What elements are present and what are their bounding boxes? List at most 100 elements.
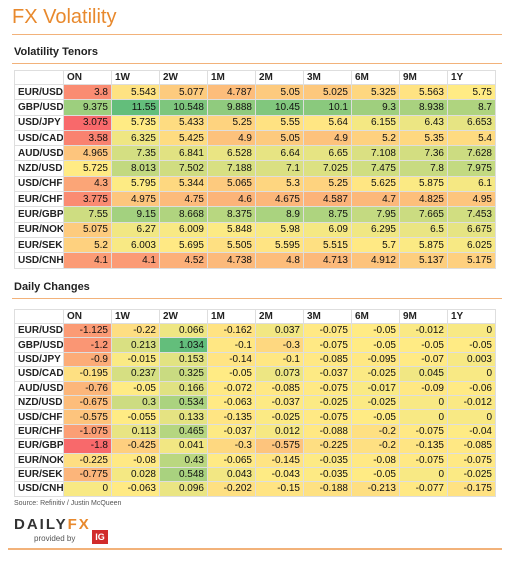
value-cell: 6.325 <box>111 129 160 147</box>
value-cell: 4.9 <box>207 129 256 147</box>
value-cell: 0.045 <box>399 366 448 382</box>
value-cell: 5.595 <box>255 236 304 254</box>
value-cell: -0.9 <box>63 351 112 368</box>
value-cell: 0.043 <box>207 466 256 483</box>
value-cell: 6.155 <box>351 114 400 131</box>
value-cell: 7.8 <box>399 160 448 177</box>
row-label: NZD/USD <box>14 394 64 411</box>
value-cell: 5.35 <box>399 129 448 147</box>
value-cell: 8.375 <box>207 206 256 223</box>
value-cell: 8.9 <box>255 206 304 223</box>
value-cell: 3.58 <box>63 129 112 147</box>
value-cell: 4.1 <box>111 252 160 269</box>
column-header: 1M <box>207 309 256 324</box>
value-cell: 5.98 <box>255 221 304 238</box>
value-cell: 8.013 <box>111 160 160 177</box>
value-cell: 9.888 <box>207 99 256 116</box>
value-cell: -0.075 <box>303 380 352 396</box>
header-row: ON 1W 2W 1M 2M 3M 6M 9M 1Y <box>14 309 496 324</box>
value-cell: 7.55 <box>63 206 112 223</box>
value-cell: 0 <box>447 322 496 339</box>
value-cell: 4.7 <box>351 191 400 208</box>
value-cell: -0.065 <box>207 452 256 468</box>
value-cell: -0.063 <box>207 394 256 411</box>
row-label: AUD/USD <box>14 145 64 162</box>
table-row: USD/CNH 4.1 4.1 4.52 4.738 4.8 4.713 4.912 5.137… <box>14 252 496 269</box>
value-cell: -0.075 <box>447 452 496 468</box>
value-cell: 4.713 <box>303 252 352 269</box>
value-cell: 0.096 <box>159 481 208 497</box>
value-cell: 10.1 <box>303 99 352 116</box>
value-cell: -0.04 <box>447 423 496 440</box>
value-cell: -0.025 <box>303 394 352 411</box>
value-cell: -0.05 <box>351 409 400 425</box>
value-cell: 0.073 <box>255 366 304 382</box>
row-label: EUR/USD <box>14 83 64 101</box>
value-cell: 7.188 <box>207 160 256 177</box>
value-cell: -0.1 <box>255 351 304 368</box>
value-cell: -0.037 <box>255 394 304 411</box>
value-cell: -1.8 <box>63 438 112 454</box>
value-cell: 0.43 <box>159 452 208 468</box>
value-cell: -0.05 <box>351 337 400 353</box>
table-row: EUR/GBP 7.55 9.15 8.668 8.375 8.9 8.75 7.95 7.66… <box>14 206 496 223</box>
value-cell: 4.52 <box>159 252 208 269</box>
column-header: 6M <box>351 309 400 324</box>
value-cell: 5.848 <box>207 221 256 238</box>
value-cell: 0 <box>63 481 112 497</box>
value-cell: -1.075 <box>63 423 112 440</box>
value-cell: 8.75 <box>303 206 352 223</box>
value-cell: -0.012 <box>399 322 448 339</box>
value-cell: 5.075 <box>63 221 112 238</box>
value-cell: 0 <box>399 409 448 425</box>
value-cell: 0 <box>447 409 496 425</box>
value-cell: -0.162 <box>207 322 256 339</box>
value-cell: 6.025 <box>447 236 496 254</box>
value-cell: 5.137 <box>399 252 448 269</box>
value-cell: 5.625 <box>351 175 400 193</box>
value-cell: 0.534 <box>159 394 208 411</box>
value-cell: -0.188 <box>303 481 352 497</box>
value-cell: -0.09 <box>399 380 448 396</box>
column-header: 1W <box>111 309 160 324</box>
value-cell: 7.475 <box>351 160 400 177</box>
value-cell: -0.175 <box>447 481 496 497</box>
value-cell: -0.76 <box>63 380 112 396</box>
value-cell: -0.05 <box>351 466 400 483</box>
table-row: EUR/USD -1.125 -0.22 0.066 -0.162 0.037 -0.075… <box>14 322 496 339</box>
value-cell: -0.675 <box>63 394 112 411</box>
column-header: 2W <box>159 309 208 324</box>
value-cell: -0.135 <box>207 409 256 425</box>
section-title: Volatility Tenors <box>14 46 98 58</box>
value-cell: -0.012 <box>447 394 496 411</box>
value-cell: -0.085 <box>447 438 496 454</box>
value-cell: 4.75 <box>159 191 208 208</box>
value-cell: -0.095 <box>351 351 400 368</box>
value-cell: 6.003 <box>111 236 160 254</box>
value-cell: 11.55 <box>111 99 160 116</box>
table-row: EUR/USD 3.8 5.543 5.077 4.787 5.05 5.025 5.325 5… <box>14 83 496 101</box>
row-label: USD/JPY <box>14 351 64 368</box>
value-cell: 5.55 <box>255 114 304 131</box>
value-cell: 4.825 <box>399 191 448 208</box>
row-label: EUR/CHF <box>14 423 64 440</box>
value-cell: 6.5 <box>399 221 448 238</box>
value-cell: -0.425 <box>111 438 160 454</box>
table-row: AUD/USD -0.76 -0.05 0.166 -0.072 -0.085 -0.075… <box>14 380 496 396</box>
value-cell: 0.237 <box>111 366 160 382</box>
value-cell: 3.075 <box>63 114 112 131</box>
row-label: EUR/SEK <box>14 466 64 483</box>
value-cell: 6.65 <box>303 145 352 162</box>
value-cell: 0.041 <box>159 438 208 454</box>
logo-text: FX <box>67 516 91 533</box>
table-row: AUD/USD 4.965 7.35 6.841 6.528 6.64 6.65 7.108 7… <box>14 145 496 162</box>
value-cell: -0.575 <box>255 438 304 454</box>
value-cell: 5.75 <box>447 83 496 101</box>
value-cell: 3.8 <box>63 83 112 101</box>
table-row: NZD/USD 5.725 8.013 7.502 7.188 7.1 7.025 7.475… <box>14 160 496 177</box>
value-cell: 5.05 <box>255 83 304 101</box>
value-cell: -0.015 <box>111 351 160 368</box>
value-cell: -0.575 <box>63 409 112 425</box>
value-cell: -0.085 <box>255 380 304 396</box>
